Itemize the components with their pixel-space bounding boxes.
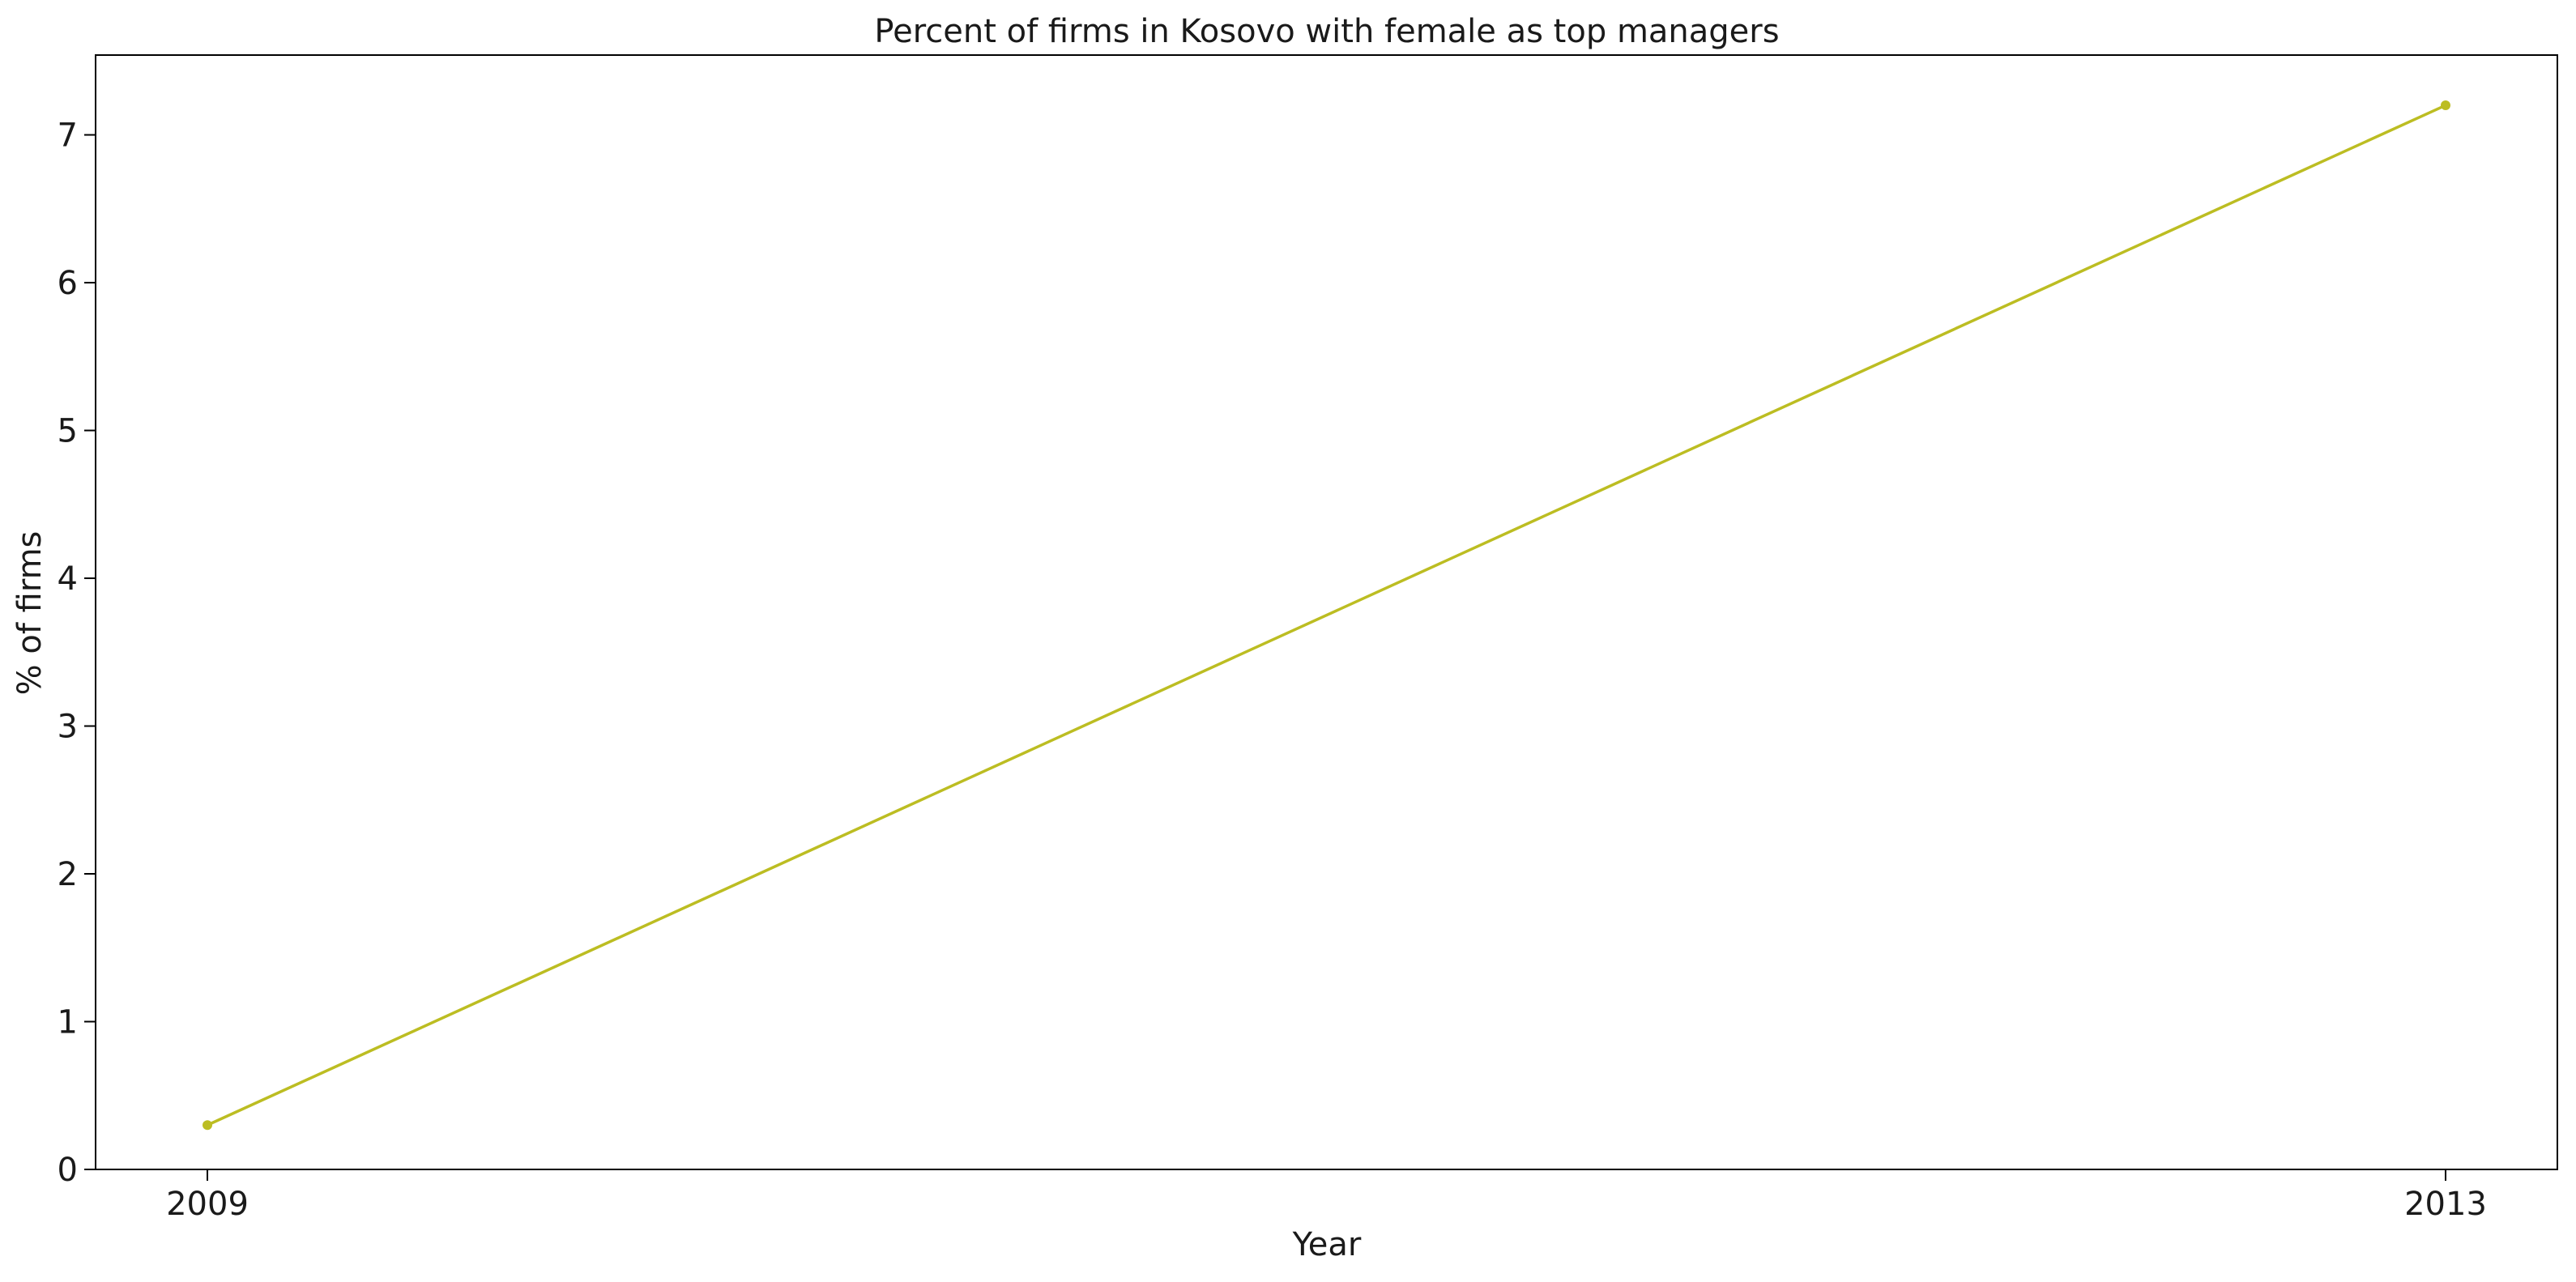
- x-tick-label: 2013: [2404, 1186, 2487, 1223]
- y-tick-label: 7: [58, 117, 78, 155]
- y-axis-title: % of firms: [11, 531, 49, 696]
- chart-title: Percent of firms in Kosovo with female a…: [874, 13, 1779, 50]
- data-point: [203, 1120, 212, 1131]
- x-axis-title: Year: [1292, 1226, 1362, 1263]
- y-tick-label: 2: [58, 856, 78, 893]
- plot-area: [203, 100, 2450, 1131]
- series-line: [207, 104, 2446, 1127]
- y-tick-label: 5: [58, 413, 78, 450]
- plot-frame: [95, 54, 2558, 1170]
- y-tick-label: 1: [58, 1004, 78, 1041]
- y-tick-label: 6: [58, 265, 78, 302]
- x-tick-label: 2009: [166, 1186, 249, 1223]
- data-point: [2441, 100, 2450, 111]
- y-tick-label: 3: [58, 709, 78, 746]
- y-axis-ticks: 0 1 2 3 4 5 6 7: [58, 117, 96, 1189]
- x-axis-ticks: 2009 2013: [166, 1169, 2487, 1223]
- y-tick-label: 4: [58, 560, 78, 598]
- y-tick-label: 0: [58, 1152, 78, 1189]
